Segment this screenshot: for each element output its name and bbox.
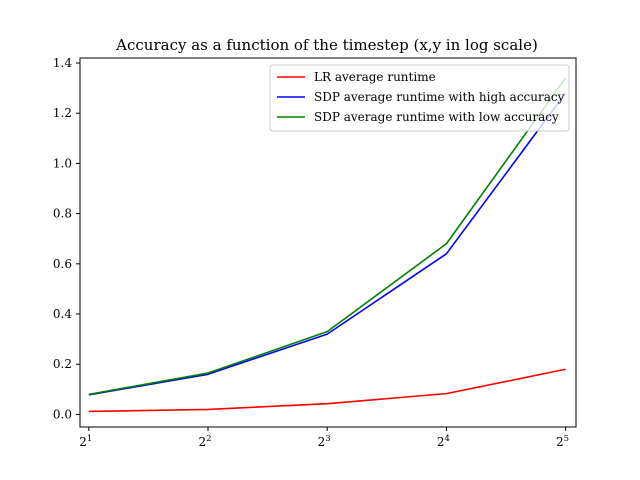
legend: LR average runtime SDP average runtime wi… — [269, 64, 570, 132]
x-tick-exponent: 5 — [564, 434, 569, 444]
series-line-3 — [88, 77, 567, 396]
y-tick-label: 1.2 — [53, 106, 72, 120]
x-tick-exponent: 3 — [325, 434, 330, 444]
x-tick-label: 23 — [318, 434, 331, 449]
x-axis: 21 22 23 24 25 — [79, 427, 569, 449]
legend-entry: SDP average runtime with high accuracy — [314, 90, 565, 104]
y-tick-label: 0.4 — [53, 307, 72, 321]
y-axis: 0.0 0.2 0.4 0.6 0.8 1.0 1.2 1.4 — [53, 56, 80, 421]
x-tick-label: 21 — [79, 434, 92, 449]
x-tick-exponent: 1 — [87, 434, 92, 444]
x-tick-label: 25 — [556, 434, 569, 449]
y-tick-label: 0.2 — [53, 357, 72, 371]
y-tick-label: 1.4 — [53, 56, 72, 70]
x-tick-exponent: 4 — [444, 434, 449, 444]
x-tick-label: 24 — [437, 434, 450, 449]
legend-box — [269, 64, 570, 132]
y-tick-label: 0.0 — [53, 407, 72, 421]
series-line-2 — [88, 92, 567, 396]
legend-entry: SDP average runtime with low accuracy — [314, 110, 559, 124]
y-tick-label: 1.0 — [53, 156, 72, 170]
chart-title: Accuracy as a function of the timestep (… — [115, 36, 538, 54]
series-layer — [88, 77, 567, 413]
x-tick-label: 22 — [198, 434, 211, 449]
series-line-1 — [88, 368, 566, 413]
y-tick-label: 0.6 — [53, 257, 72, 271]
x-tick-exponent: 2 — [206, 434, 211, 444]
legend-entry: LR average runtime — [314, 70, 436, 84]
y-tick-label: 0.8 — [53, 207, 72, 221]
plot-frame — [79, 57, 577, 428]
